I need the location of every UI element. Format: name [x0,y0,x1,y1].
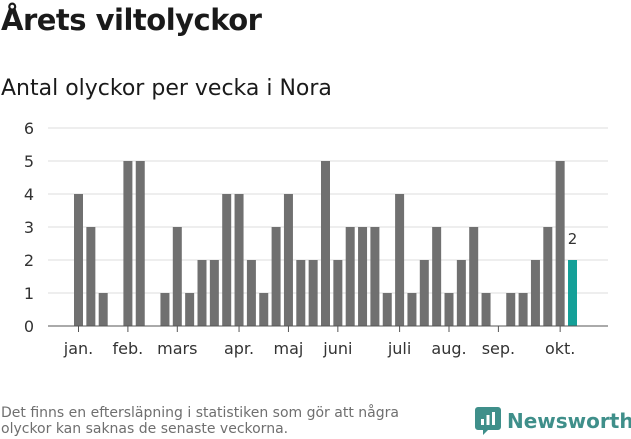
bar [123,161,133,326]
bar [234,194,244,326]
x-tick-label: feb. [113,339,144,358]
bar [469,227,479,326]
bar [197,260,207,326]
bar [358,227,368,326]
bar [432,227,442,326]
x-tick-label: juni [322,339,352,358]
bar [172,227,182,326]
brand-name: Newsworthy [507,409,631,433]
bar [321,161,330,326]
y-tick-label: 1 [24,284,34,303]
bar-value-label: 2 [568,230,578,248]
bar [271,227,281,326]
x-tick-label: okt. [545,339,575,358]
bar [395,194,405,326]
x-tick-label: maj [274,339,304,358]
bar [209,260,219,326]
bar [555,161,565,326]
bar [222,194,232,326]
bar [135,161,145,326]
bar [259,293,269,326]
bar [345,227,355,326]
highlight-bar [568,260,577,326]
x-tick-label: aug. [431,339,466,358]
x-tick-label: sep. [482,339,515,358]
bar [456,260,466,326]
bar [530,260,540,326]
bar-chart: 0 1 2 3 4 5 6 2 jan. feb. mars apr. maj juni juli aug. s… [24,119,608,358]
bar [543,227,553,326]
y-tick-label: 5 [24,152,34,171]
bar [444,293,454,326]
bar [333,260,343,326]
bar [86,227,96,326]
newsworthy-icon [475,407,501,435]
chart-subtitle: Antal olyckor per vecka i Nora [1,76,332,101]
y-tick-label: 0 [24,317,34,336]
bar [246,260,256,326]
bar [296,260,306,326]
x-tick-label: mars [157,339,197,358]
y-tick-label: 2 [24,251,34,270]
bar [185,293,195,326]
y-tick-label: 3 [24,218,34,237]
bar [407,293,417,326]
bar [419,260,429,326]
bar [98,293,108,326]
y-tick-label: 4 [24,185,34,204]
x-tick-label: juli [387,339,411,358]
bar [283,194,293,326]
chart-title: Årets viltolyckor [1,3,262,37]
y-tick-label: 6 [24,119,34,138]
bar [74,194,83,326]
x-tick-label: apr. [224,339,254,358]
footnote: Det finns en eftersläpning i statistiken… [1,405,399,437]
bar [518,293,528,326]
bar [308,260,318,326]
bar [382,293,392,326]
x-tick-label: jan. [63,339,93,358]
bar [481,293,491,326]
bar [370,227,380,326]
bar [506,293,516,326]
brand-logo: Newsworthy [475,407,631,435]
bar [160,293,170,326]
